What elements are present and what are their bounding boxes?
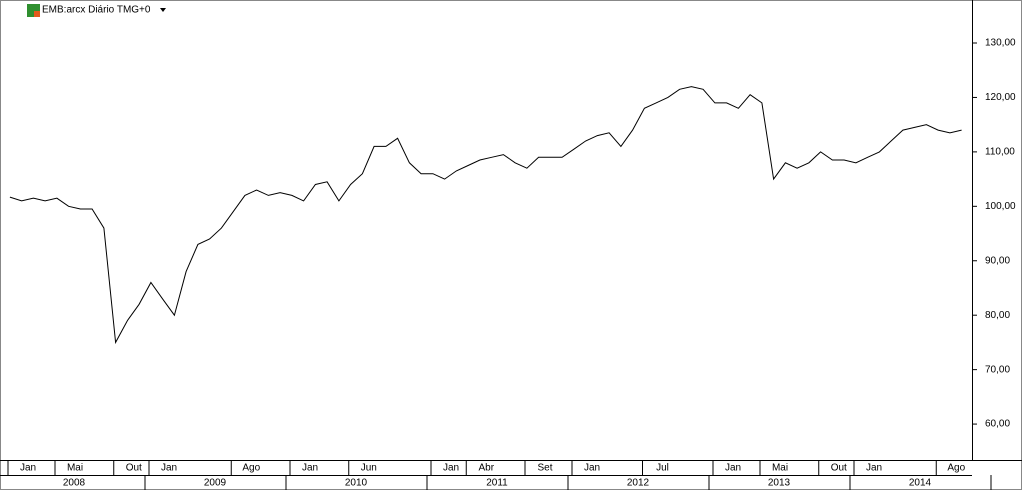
title-dropdown[interactable] bbox=[160, 8, 166, 12]
year-label: 2014 bbox=[909, 478, 932, 489]
x-tick-label: Jan bbox=[584, 463, 600, 474]
x-tick-label: Jan bbox=[866, 463, 882, 474]
y-tick-label: 70,00 bbox=[985, 364, 1010, 375]
x-tick-label: Jan bbox=[161, 463, 177, 474]
x-tick-label: Mai bbox=[772, 463, 788, 474]
x-tick-label: Jan bbox=[302, 463, 318, 474]
y-tick-label: 60,00 bbox=[985, 419, 1010, 430]
x-tick-label: Jan bbox=[20, 463, 36, 474]
x-tick-label: Mai bbox=[67, 463, 83, 474]
x-tick-label: Jul bbox=[656, 463, 669, 474]
y-tick-label: 90,00 bbox=[985, 255, 1010, 266]
y-tick-label: 110,00 bbox=[985, 147, 1015, 158]
year-label: 2011 bbox=[486, 478, 508, 489]
x-tick-label: Ago bbox=[242, 463, 260, 474]
y-tick-label: 100,00 bbox=[985, 201, 1016, 212]
x-tick-label: Out bbox=[831, 463, 847, 474]
year-label: 2010 bbox=[345, 478, 368, 489]
y-tick-label: 120,00 bbox=[985, 92, 1016, 103]
chart-title: EMB:arcx Diário TMG+0 bbox=[42, 5, 151, 16]
x-tick-label: Out bbox=[126, 463, 142, 474]
y-tick-label: 130,00 bbox=[985, 38, 1016, 49]
price-line bbox=[9, 86, 962, 345]
x-tick-label: Jan bbox=[443, 463, 459, 474]
year-label: 2013 bbox=[768, 478, 791, 489]
year-label: 2009 bbox=[204, 478, 227, 489]
year-label: 2008 bbox=[63, 478, 86, 489]
x-tick-label: Ago bbox=[947, 463, 965, 474]
symbol-icon-accent bbox=[34, 11, 40, 17]
x-tick-label: Set bbox=[537, 463, 552, 474]
y-tick-label: 80,00 bbox=[985, 310, 1010, 321]
x-tick-label: Jan bbox=[725, 463, 741, 474]
year-label: 2012 bbox=[627, 478, 650, 489]
x-tick-label: Jun bbox=[361, 463, 377, 474]
x-tick-label: Abr bbox=[478, 463, 494, 474]
